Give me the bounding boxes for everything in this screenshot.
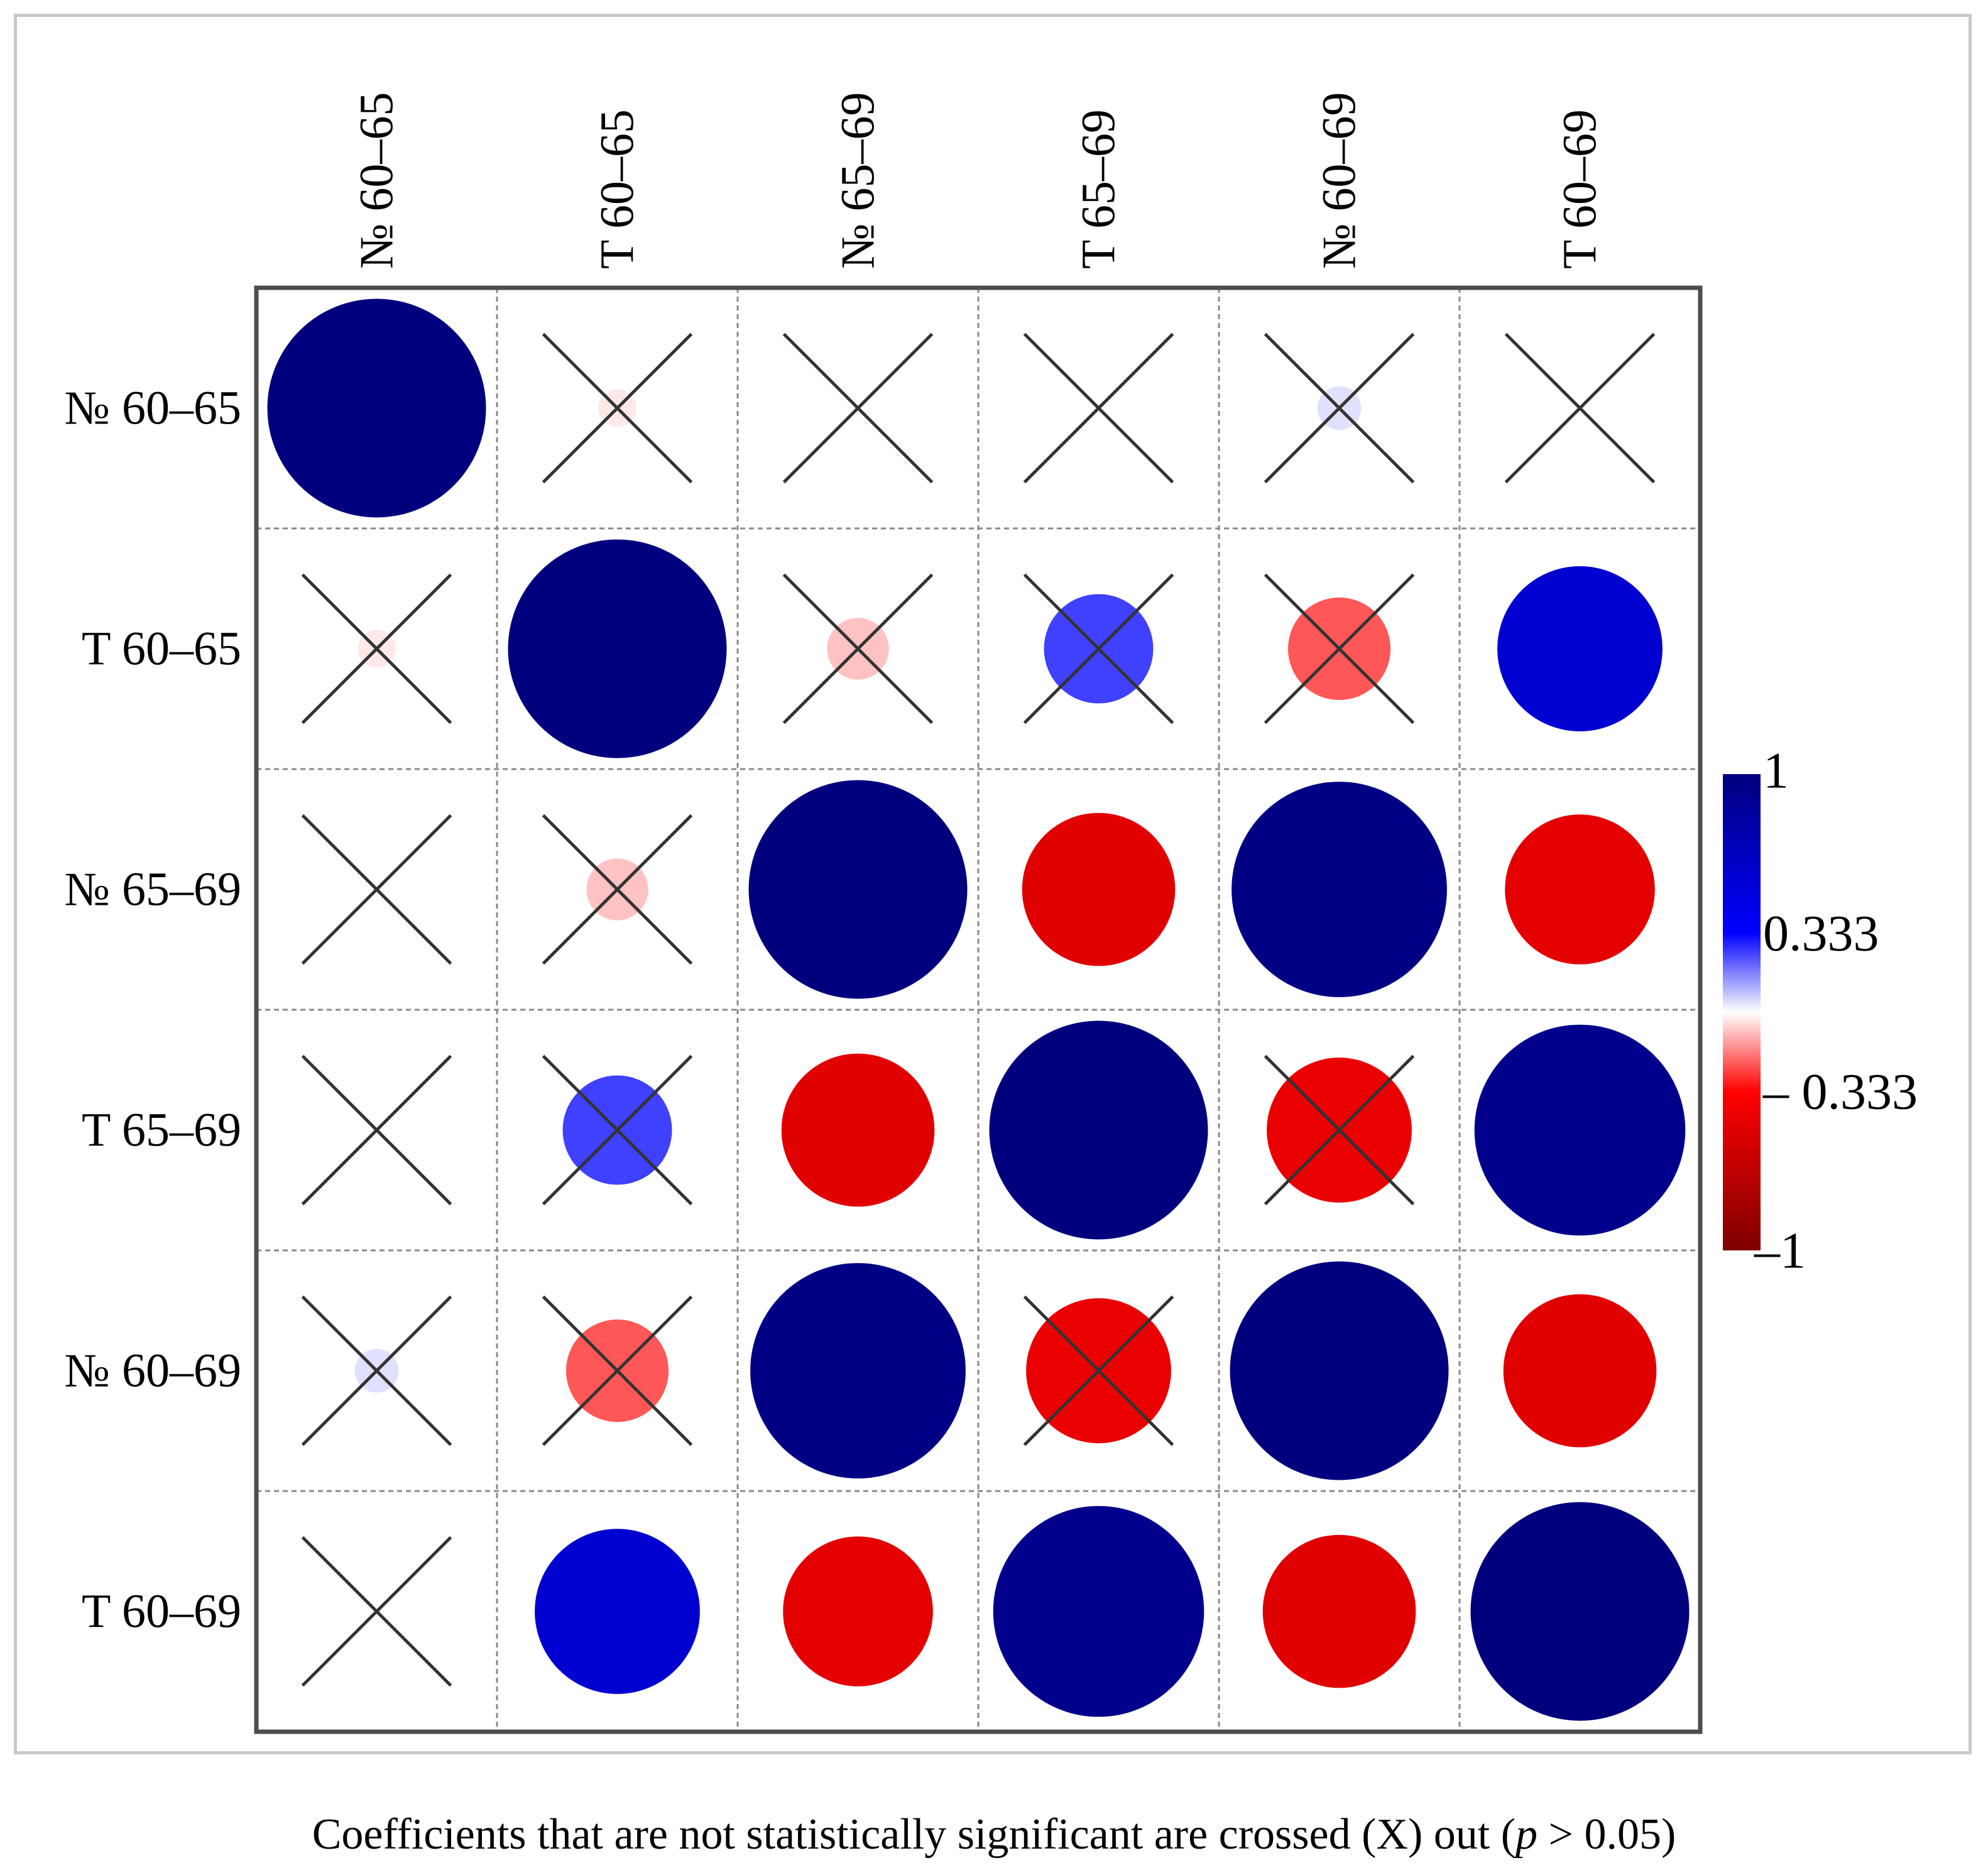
correlation-circle — [1497, 566, 1663, 731]
column-label: № 60–65 — [351, 92, 403, 269]
caption-text: Coefficients that are not statistically … — [312, 1810, 1516, 1859]
column-label: T 60–65 — [591, 109, 644, 269]
column-label: № 60–69 — [1313, 92, 1366, 269]
row-label: T 65–69 — [82, 1104, 241, 1157]
row-label: T 60–69 — [82, 1585, 241, 1638]
correlation-circle — [989, 1020, 1208, 1240]
column-label: T 65–69 — [1073, 109, 1125, 269]
not-significant-cross — [1023, 332, 1174, 484]
correlation-circle — [508, 539, 727, 758]
correlation-circle — [781, 1053, 935, 1207]
column-label: № 65–69 — [832, 92, 885, 269]
not-significant-cross — [1264, 332, 1415, 484]
colorbar-tick-label: –1 — [1754, 1222, 1806, 1279]
not-significant-cross — [301, 1536, 452, 1687]
column-label: T 60–69 — [1554, 109, 1607, 269]
correlation-circle — [1232, 782, 1447, 997]
correlation-circle — [1474, 1024, 1686, 1236]
row-label: T 60–65 — [82, 623, 241, 675]
not-significant-cross — [542, 1054, 693, 1206]
correlation-circle — [1503, 1294, 1657, 1448]
colorbar-tick-label: 1 — [1763, 742, 1789, 799]
correlation-circle — [1022, 812, 1176, 966]
figure-caption: Coefficients that are not statistically … — [0, 1810, 1988, 1860]
correlation-circle — [1262, 1534, 1416, 1688]
not-significant-cross — [301, 1295, 452, 1446]
correlation-circle — [748, 780, 968, 999]
correlation-circle — [535, 1529, 700, 1694]
caption-p-symbol: p — [1516, 1810, 1538, 1859]
not-significant-cross — [1023, 1295, 1174, 1446]
not-significant-cross — [1504, 332, 1656, 484]
colorbar-tick-label: – 0.333 — [1762, 1063, 1918, 1120]
not-significant-cross — [782, 573, 934, 724]
correlation-circle — [783, 1536, 933, 1686]
row-label: № 60–65 — [64, 382, 241, 435]
not-significant-cross — [542, 814, 693, 965]
not-significant-cross — [1264, 1054, 1415, 1206]
caption-threshold: > 0.05) — [1537, 1810, 1676, 1859]
not-significant-cross — [1023, 573, 1174, 724]
correlation-circle — [1470, 1502, 1690, 1721]
not-significant-cross — [542, 1295, 693, 1446]
correlation-matrix-chart: № 60–65 T 60–65 № 65–69 T 65–69 № 60–69 T 60–… — [64, 92, 1918, 1734]
colorbar-tick-label: 0.333 — [1763, 904, 1879, 961]
not-significant-cross — [542, 332, 693, 484]
row-label: № 60–69 — [64, 1345, 241, 1397]
not-significant-cross — [301, 1054, 452, 1206]
correlation-circle — [1505, 814, 1655, 965]
correlation-circle — [750, 1263, 966, 1479]
not-significant-cross — [782, 332, 934, 484]
colorbar — [1723, 774, 1761, 1250]
correlation-circle — [267, 298, 486, 518]
correlation-circle — [993, 1506, 1204, 1717]
plot-border — [254, 285, 1703, 1734]
not-significant-cross — [1264, 573, 1415, 724]
figure-frame — [14, 14, 1972, 1754]
correlation-circle — [1230, 1261, 1449, 1480]
not-significant-cross — [301, 573, 452, 724]
row-label: № 65–69 — [64, 863, 241, 916]
not-significant-cross — [301, 814, 452, 965]
